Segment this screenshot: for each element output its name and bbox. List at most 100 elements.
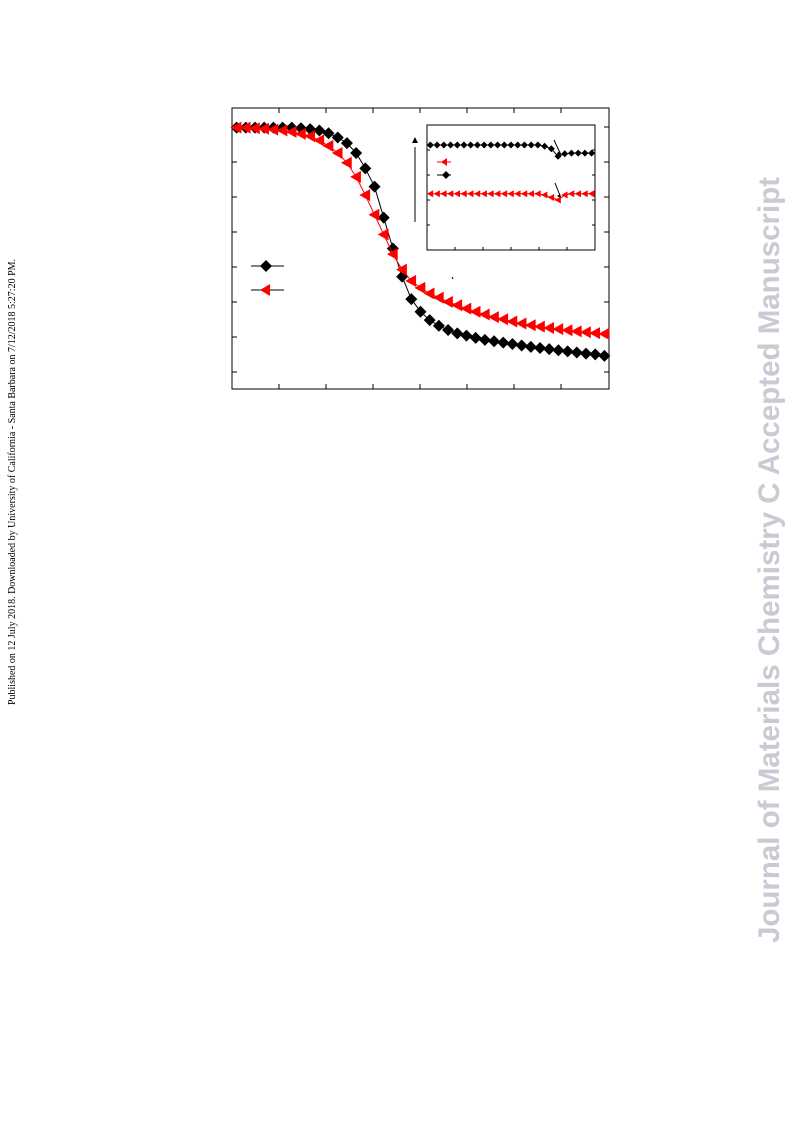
- data-point: [414, 281, 426, 294]
- data-point: [442, 323, 455, 336]
- data-point: [543, 322, 555, 335]
- data-point: [359, 162, 372, 175]
- data-point: [432, 291, 444, 304]
- data-point: [487, 190, 494, 198]
- data-point: [589, 327, 601, 340]
- data-point: [230, 121, 242, 134]
- data-point: [520, 190, 528, 198]
- data-point: [506, 338, 519, 351]
- data-point: [377, 228, 389, 241]
- series-line: [236, 127, 605, 335]
- data-point: [440, 190, 447, 198]
- data-point: [534, 141, 542, 149]
- data-point: [432, 319, 445, 332]
- data-point: [396, 263, 407, 276]
- data-point: [467, 190, 474, 198]
- data-point: [469, 305, 481, 318]
- data-point: [547, 194, 555, 201]
- data-point: [589, 348, 602, 361]
- data-point: [304, 130, 315, 143]
- data-point: [248, 122, 260, 135]
- data-point: [507, 190, 514, 198]
- annotation-arrows: [451, 139, 562, 280]
- data-point: [524, 319, 536, 332]
- data-point: [554, 196, 561, 204]
- data-point: [340, 156, 352, 169]
- data-point: [515, 317, 527, 330]
- data-point: [487, 141, 495, 149]
- data-point: [581, 190, 588, 198]
- data-point: [478, 308, 490, 321]
- data-point: [500, 141, 508, 149]
- data-point: [541, 142, 549, 150]
- data-point: [541, 191, 548, 199]
- data-point: [494, 141, 502, 149]
- data-point: [534, 320, 545, 333]
- data-point: [520, 141, 528, 149]
- data-point: [473, 141, 481, 149]
- data-point: [478, 333, 491, 346]
- data-point: [534, 341, 547, 354]
- data-point: [469, 331, 482, 344]
- data-point: [447, 190, 454, 198]
- data-point: [561, 150, 569, 158]
- data-point: [331, 146, 343, 159]
- data-point: [534, 190, 541, 198]
- data-point: [514, 141, 522, 149]
- data-point: [515, 339, 528, 352]
- data-point: [447, 141, 455, 149]
- data-point: [527, 190, 534, 198]
- data-point: [276, 124, 288, 137]
- data-point: [426, 190, 434, 198]
- data-point: [497, 336, 510, 349]
- data-point: [570, 346, 583, 359]
- data-point: [331, 131, 344, 144]
- data-point: [405, 274, 417, 287]
- data-point: [567, 149, 575, 157]
- data-point: [433, 190, 440, 198]
- data-point: [313, 134, 325, 147]
- data-point: [368, 208, 380, 221]
- data-point: [368, 180, 381, 193]
- data-point: [588, 190, 595, 198]
- data-point: [467, 141, 475, 149]
- data-point: [340, 137, 353, 150]
- data-point: [460, 329, 473, 342]
- data-point: [552, 344, 565, 357]
- data-point: [497, 313, 509, 326]
- data-point: [494, 190, 501, 198]
- data-point: [460, 141, 468, 149]
- legend-markers: [260, 137, 561, 296]
- data-point: [414, 305, 427, 318]
- side-note: Published on 12 July 2018. Downloaded by…: [7, 259, 18, 705]
- data-point: [598, 327, 610, 340]
- legend-marker: [441, 158, 447, 166]
- data-point: [574, 149, 582, 157]
- data-point: [440, 141, 448, 149]
- data-point: [258, 122, 269, 135]
- data-point: [386, 248, 398, 261]
- data-point: [506, 315, 518, 328]
- data-point: [488, 335, 501, 348]
- data-point: [453, 141, 461, 149]
- data-point: [423, 314, 436, 327]
- data-point: [524, 340, 537, 353]
- data-point: [500, 190, 508, 198]
- data-point: [453, 190, 461, 198]
- data-point: [313, 124, 326, 137]
- data-point: [285, 125, 297, 138]
- legend-marker: [260, 260, 272, 272]
- data-point: [552, 323, 564, 336]
- data-point: [580, 326, 591, 339]
- data-point: [460, 190, 467, 198]
- data-point: [547, 145, 555, 153]
- data-point: [239, 121, 251, 134]
- data-point: [267, 123, 279, 136]
- series-line: [236, 127, 605, 357]
- arrow-head: [412, 137, 418, 143]
- data-point: [588, 149, 596, 157]
- data-point: [322, 127, 335, 140]
- data-point: [580, 347, 593, 360]
